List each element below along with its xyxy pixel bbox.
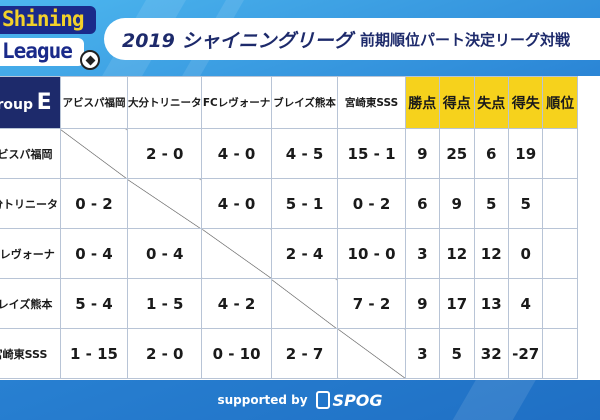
result-cell: 1 - 15: [59, 328, 128, 379]
result-cell: 0 - 4: [126, 228, 203, 279]
soccer-ball-icon: [80, 50, 100, 70]
stat-header-goals-for: 得点: [439, 76, 475, 129]
rank-cell: [542, 128, 578, 179]
results-table-container: Group E アビスパ福岡 大分トリニータ FCレヴォーナ ブレイズ熊本 宮崎…: [0, 76, 600, 380]
team-header: 大分トリニータ: [126, 76, 203, 129]
goals-against-cell: 32: [473, 328, 509, 379]
result-cell: 2 - 0: [126, 128, 203, 179]
result-cell: 7 - 2: [337, 278, 406, 329]
row-team-label: 大分トリニータ: [0, 178, 61, 229]
goals-for-cell: 12: [439, 228, 475, 279]
row-team-label: ブレイズ熊本: [0, 278, 61, 329]
points-cell: 9: [404, 278, 441, 329]
table-row: 大分トリニータ 0 - 2 4 - 0 5 - 1 0 - 2 6 9 5 5: [0, 178, 578, 229]
logo-text-line2: League: [2, 39, 73, 63]
goals-for-cell: 17: [439, 278, 475, 329]
stat-header-goals-against: 失点: [473, 76, 509, 129]
result-cell: 2 - 0: [126, 328, 203, 379]
row-team-label: 宮崎東SSS: [0, 328, 61, 379]
team-header: アビスパ福岡: [59, 76, 128, 129]
goals-for-cell: 25: [439, 128, 475, 179]
row-team-label: アビスパ福岡: [0, 128, 61, 179]
rank-cell: [542, 228, 578, 279]
goal-difference-cell: 19: [507, 128, 544, 179]
title-bar: 2019 シャイニングリーグ 前期順位パート決定リーグ対戦: [104, 18, 600, 60]
self-match-cell: [126, 178, 203, 229]
result-cell: 5 - 4: [59, 278, 128, 329]
table-row: FCレヴォーナ 0 - 4 0 - 4 2 - 4 10 - 0 3 12 12…: [0, 228, 578, 279]
rank-cell: [542, 178, 578, 229]
goal-difference-cell: 5: [507, 178, 544, 229]
points-cell: 9: [404, 128, 441, 179]
page-subtitle: 前期順位パート決定リーグ対戦: [360, 31, 571, 49]
goals-against-cell: 6: [473, 128, 509, 179]
group-label: Group E: [0, 76, 61, 129]
goals-for-cell: 5: [439, 328, 475, 379]
rank-cell: [542, 278, 578, 329]
self-match-cell: [59, 128, 128, 179]
logo-text-line1: Shining: [2, 7, 85, 31]
goal-difference-cell: 4: [507, 278, 544, 329]
result-cell: 4 - 2: [201, 278, 272, 329]
result-cell: 2 - 7: [270, 328, 339, 379]
stat-header-rank: 順位: [542, 76, 578, 129]
points-cell: 3: [404, 228, 441, 279]
supported-by-text: supported by: [217, 393, 308, 407]
row-team-label: FCレヴォーナ: [0, 228, 61, 279]
spog-logo: SPOG: [315, 390, 383, 410]
result-cell: 5 - 1: [270, 178, 339, 229]
points-cell: 6: [404, 178, 441, 229]
results-table: Group E アビスパ福岡 大分トリニータ FCレヴォーナ ブレイズ熊本 宮崎…: [0, 76, 578, 379]
goals-against-cell: 12: [473, 228, 509, 279]
team-header: 宮崎東SSS: [337, 76, 406, 129]
result-cell: 0 - 10: [201, 328, 272, 379]
goals-against-cell: 13: [473, 278, 509, 329]
result-cell: 4 - 0: [201, 128, 272, 179]
footer: supported by SPOG: [0, 380, 600, 420]
spog-mark-icon: [315, 391, 330, 409]
shining-league-logo: Shining League: [0, 6, 100, 72]
self-match-cell: [337, 328, 406, 379]
page-title: 2019 シャイニングリーグ: [122, 29, 353, 52]
result-cell: 0 - 4: [59, 228, 128, 279]
result-cell: 0 - 2: [59, 178, 128, 229]
table-row: アビスパ福岡 2 - 0 4 - 0 4 - 5 15 - 1 9 25 6 1…: [0, 128, 578, 179]
team-header: ブレイズ熊本: [270, 76, 339, 129]
table-row: ブレイズ熊本 5 - 4 1 - 5 4 - 2 7 - 2 9 17 13 4: [0, 278, 578, 329]
points-cell: 3: [404, 328, 441, 379]
goals-against-cell: 5: [473, 178, 509, 229]
spog-brand-text: SPOG: [332, 390, 383, 410]
result-cell: 15 - 1: [337, 128, 406, 179]
goals-for-cell: 9: [439, 178, 475, 229]
goal-difference-cell: 0: [507, 228, 544, 279]
header-row: Group E アビスパ福岡 大分トリニータ FCレヴォーナ ブレイズ熊本 宮崎…: [0, 76, 578, 129]
self-match-cell: [270, 278, 339, 329]
result-cell: 4 - 5: [270, 128, 339, 179]
result-cell: 1 - 5: [126, 278, 203, 329]
stat-header-points: 勝点: [404, 76, 441, 129]
result-cell: 0 - 2: [337, 178, 406, 229]
team-header: FCレヴォーナ: [201, 76, 272, 129]
rank-cell: [542, 328, 578, 379]
result-cell: 4 - 0: [201, 178, 272, 229]
result-cell: 10 - 0: [337, 228, 406, 279]
stat-header-goal-difference: 得失: [507, 76, 544, 129]
table-row: 宮崎東SSS 1 - 15 2 - 0 0 - 10 2 - 7 3 5 32 …: [0, 328, 578, 379]
goal-difference-cell: -27: [507, 328, 544, 379]
result-cell: 2 - 4: [270, 228, 339, 279]
self-match-cell: [201, 228, 272, 279]
